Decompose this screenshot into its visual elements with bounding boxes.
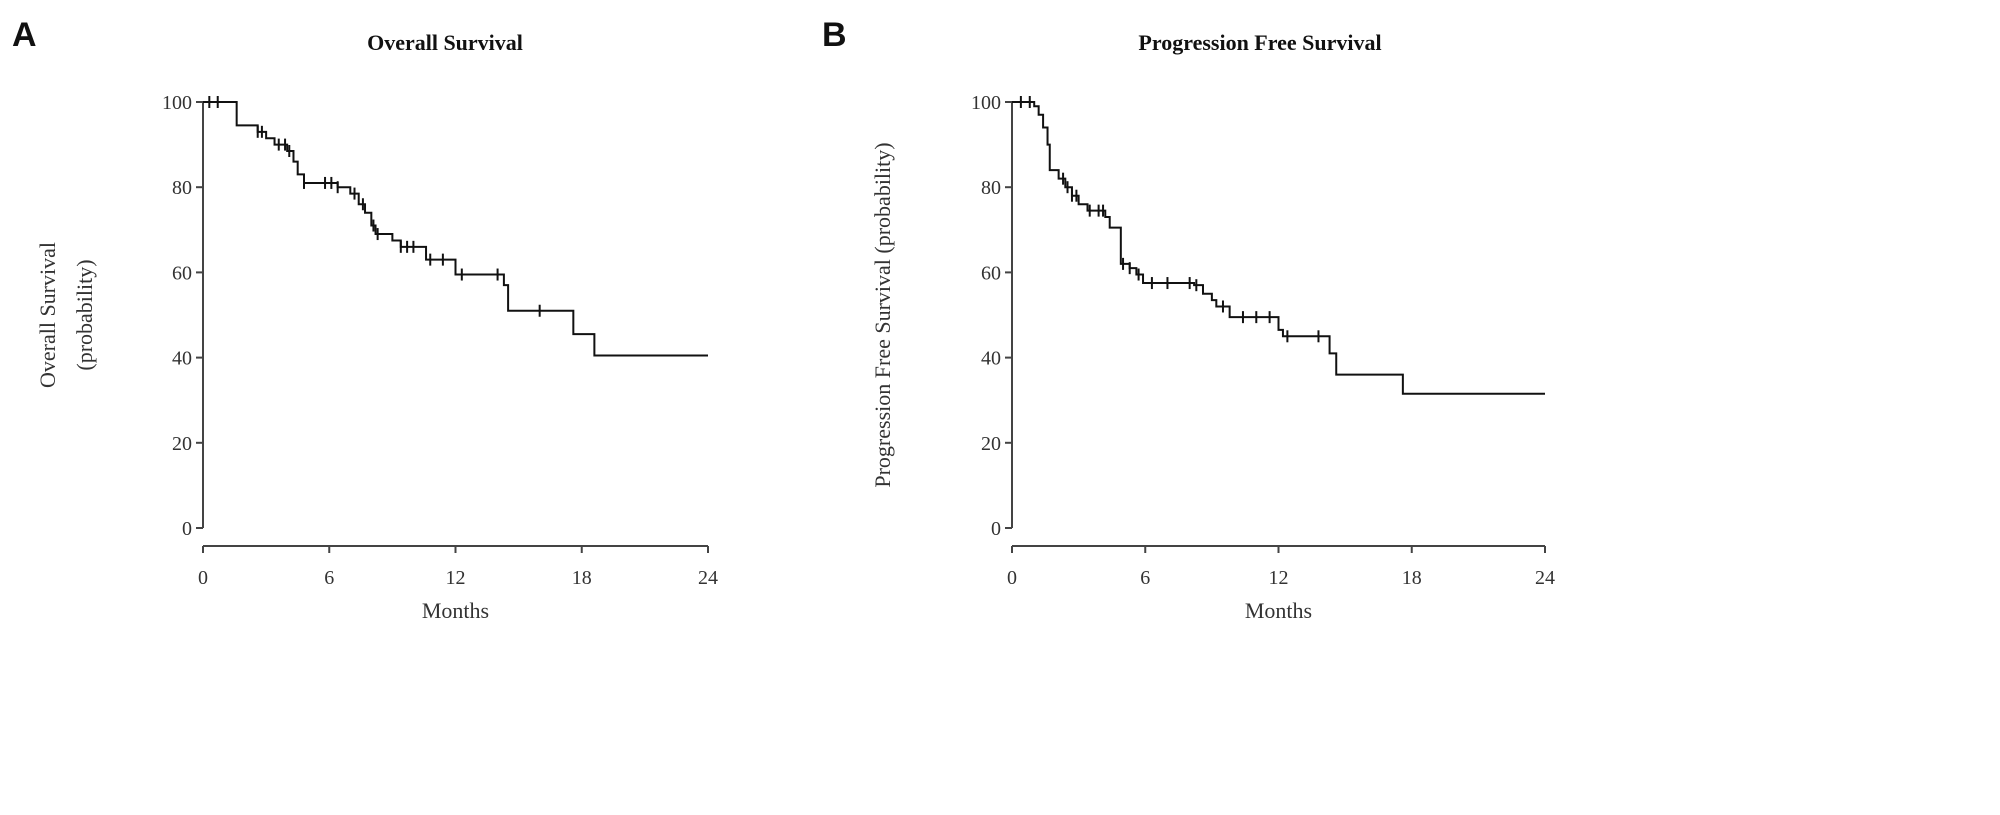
y-axis-label: (probability) — [72, 259, 97, 370]
x-tick-label: 18 — [1402, 567, 1422, 589]
x-tick-label: 0 — [198, 567, 208, 589]
y-tick-label: 60 — [172, 262, 192, 284]
y-tick-label: 100 — [971, 92, 1001, 114]
x-tick-label: 24 — [1535, 567, 1555, 589]
x-tick-label: 12 — [1269, 567, 1289, 589]
x-tick-label: 18 — [572, 567, 592, 589]
chart-title: Progression Free Survival — [1138, 30, 1381, 55]
y-tick-label: 20 — [172, 433, 192, 455]
y-tick-label: 80 — [172, 177, 192, 199]
x-tick-label: 12 — [446, 567, 466, 589]
x-tick-label: 6 — [1140, 567, 1150, 589]
panel-b: B Progression Free Survival 0 20 40 60 80 100 0 6… — [822, 16, 1555, 623]
y-tick-label: 80 — [981, 177, 1001, 199]
y-tick-label: 40 — [172, 348, 192, 370]
y-axis-label: Overall Survival — [35, 242, 60, 388]
y-tick-label: 20 — [981, 433, 1001, 455]
y-axis-label: Progression Free Survival (probability) — [870, 142, 895, 487]
x-tick-label: 6 — [324, 567, 334, 589]
x-tick-label: 24 — [698, 567, 718, 589]
y-tick-label: 40 — [981, 348, 1001, 370]
x-tick-label: 0 — [1007, 567, 1017, 589]
x-axis-label: Months — [1245, 598, 1312, 623]
y-tick-label: 60 — [981, 262, 1001, 284]
survival-curve — [203, 101, 708, 357]
y-tick-label: 100 — [162, 92, 192, 114]
panel-a: A Overall Survival 0 20 40 60 80 100 0 6 12 18 24 Mon… — [12, 16, 718, 623]
survival-curve — [1012, 101, 1545, 395]
x-axis-label: Months — [422, 598, 489, 623]
panel-label: A — [12, 16, 37, 54]
chart-title: Overall Survival — [367, 30, 523, 55]
y-tick-label: 0 — [182, 518, 192, 540]
panel-label: B — [822, 16, 847, 54]
y-tick-label: 0 — [991, 518, 1001, 540]
